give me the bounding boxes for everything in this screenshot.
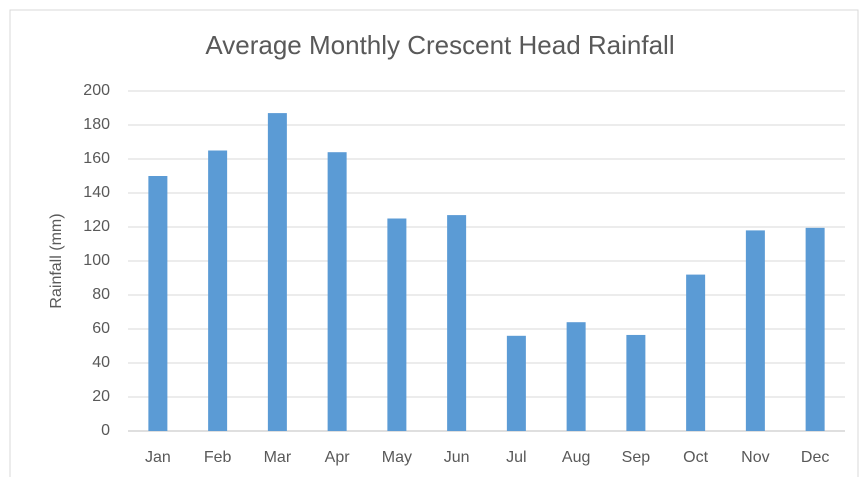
x-tick-label: Oct <box>683 449 708 466</box>
x-tick-label: Nov <box>741 449 769 466</box>
chart-title: Average Monthly Crescent Head Rainfall <box>205 30 674 60</box>
x-tick-label: Jan <box>145 449 171 466</box>
y-tick-label: 200 <box>83 82 110 99</box>
x-tick-label: Sep <box>622 449 651 466</box>
x-tick-label: Apr <box>325 449 351 466</box>
x-tick-label: Mar <box>264 449 292 466</box>
bar <box>387 218 407 431</box>
y-tick-label: 40 <box>92 354 110 371</box>
bar <box>745 230 765 431</box>
x-tick-label: Dec <box>801 449 829 466</box>
y-tick-label: 60 <box>92 320 110 337</box>
y-tick-label: 80 <box>92 286 110 303</box>
bar <box>805 227 825 431</box>
x-tick-label: Jul <box>506 449 526 466</box>
y-tick-label: 180 <box>83 116 110 133</box>
y-tick-label: 0 <box>101 422 110 439</box>
bar <box>208 150 228 431</box>
chart-border <box>9 9 859 477</box>
bar <box>566 322 586 431</box>
y-tick-label: 100 <box>83 252 110 269</box>
bar <box>447 215 467 431</box>
x-tick-label: Feb <box>204 449 232 466</box>
bar <box>626 334 646 431</box>
y-tick-label: 140 <box>83 184 110 201</box>
y-axis-label: Rainfall (mm) <box>48 213 65 308</box>
bar <box>506 335 526 431</box>
x-tick-label: Aug <box>562 449 590 466</box>
bar <box>686 274 706 431</box>
x-tick-label: May <box>382 449 412 466</box>
bar <box>327 152 347 431</box>
y-tick-label: 120 <box>83 218 110 235</box>
y-tick-label: 160 <box>83 150 110 167</box>
bar <box>148 176 168 431</box>
y-tick-label: 20 <box>92 388 110 405</box>
x-tick-label: Jun <box>444 449 470 466</box>
bar <box>267 113 287 431</box>
